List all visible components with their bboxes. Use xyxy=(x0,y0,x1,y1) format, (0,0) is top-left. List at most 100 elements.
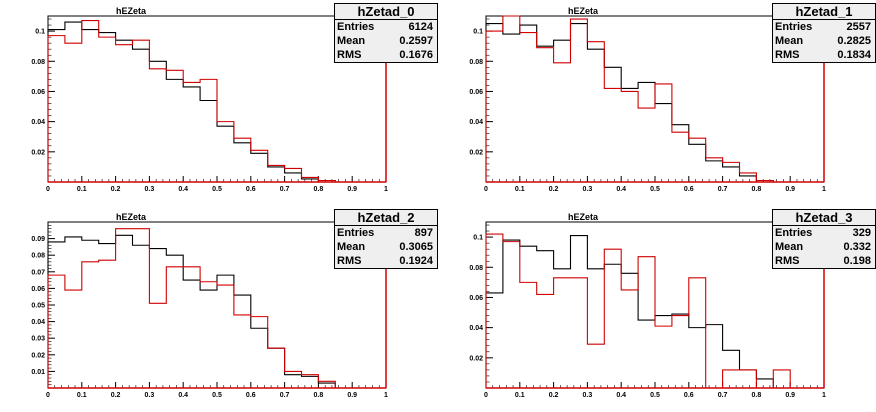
x-tick-label: 1 xyxy=(384,392,388,399)
y-tick-label: 0.1 xyxy=(35,29,45,36)
x-tick-label: 0 xyxy=(484,186,488,193)
y-tick-label: 0.07 xyxy=(31,269,45,276)
x-tick-label: 0.5 xyxy=(650,186,660,193)
stats-row-entries: Entries 6124 xyxy=(335,20,437,34)
x-tick-label: 0 xyxy=(46,186,50,193)
stats-row-rms: RMS 0.198 xyxy=(773,254,875,268)
x-tick-label: 0.7 xyxy=(718,186,728,193)
stats-label: Entries xyxy=(337,21,375,33)
pad-title: hEZeta xyxy=(116,212,147,222)
x-tick-label: 0.2 xyxy=(111,186,121,193)
histogram-series-red xyxy=(485,233,824,389)
stats-row-mean: Mean 0.3065 xyxy=(335,240,437,254)
x-tick-label: 0.7 xyxy=(280,392,290,399)
y-tick-label: 0.02 xyxy=(469,149,483,156)
x-tick-label: 0.1 xyxy=(515,392,525,399)
stats-box: hZetad_2 Entries 897 Mean 0.3065 RMS 0.1924 xyxy=(334,209,438,269)
x-tick-label: 0.4 xyxy=(178,186,188,193)
stats-row-mean: Mean 0.2825 xyxy=(773,34,875,48)
pad-title: hEZeta xyxy=(116,6,147,16)
plot-area: 0 0.1 0.2 0.3 0.4 0.5 0.6 0.7 0.8 0.9 1 0.01 0.02 0.0… xyxy=(31,221,388,399)
stats-row-rms: RMS 0.1834 xyxy=(773,48,875,62)
stats-box: hZetad_0 Entries 6124 Mean 0.2597 RMS 0.167… xyxy=(334,3,438,63)
x-tick-label: 0.7 xyxy=(718,392,728,399)
stats-row-rms: RMS 0.1676 xyxy=(335,48,437,62)
x-tick-label: 0.1 xyxy=(77,392,87,399)
stats-histogram-name: hZetad_2 xyxy=(335,210,437,226)
y-tick-label: 0.08 xyxy=(469,59,483,66)
y-tick-label: 0.04 xyxy=(31,119,45,126)
y-tick-label: 0.02 xyxy=(469,355,483,362)
x-tick-label: 0.8 xyxy=(752,186,762,193)
plot-area: 0 0.1 0.2 0.3 0.4 0.5 0.6 0.7 0.8 0.9 1 0.02 0.04 0.0… xyxy=(469,15,826,193)
x-tick-label: 0.9 xyxy=(347,392,357,399)
stats-value: 0.198 xyxy=(843,255,871,267)
stats-label: Mean xyxy=(337,35,366,47)
y-tick-label: 0.02 xyxy=(31,149,45,156)
stats-label: Mean xyxy=(775,35,804,47)
histogram-series-red xyxy=(47,19,386,183)
stats-value: 0.2825 xyxy=(837,35,871,47)
stats-value: 0.1676 xyxy=(399,49,433,61)
pad-title: hEZeta xyxy=(568,6,599,16)
x-tick-label: 0.9 xyxy=(347,186,357,193)
x-tick-label: 0.9 xyxy=(785,392,795,399)
x-tick-label: 0.5 xyxy=(212,392,222,399)
x-tick-label: 0.4 xyxy=(616,392,626,399)
y-tick-label: 0.06 xyxy=(469,89,483,96)
y-tick-label: 0.06 xyxy=(469,295,483,302)
stats-label: RMS xyxy=(775,255,800,267)
histogram-pad-3: hEZeta 0 0.1 0.2 0.3 0.4 0.5 0.6 0.7 0.8 0.9 1 0.02… xyxy=(438,206,876,412)
y-tick-label: 0.04 xyxy=(469,119,483,126)
x-tick-label: 0.1 xyxy=(77,186,87,193)
x-tick-label: 0.8 xyxy=(314,186,324,193)
stats-row-entries: Entries 897 xyxy=(335,226,437,240)
x-tick-label: 0.6 xyxy=(246,186,256,193)
x-tick-label: 0.2 xyxy=(111,392,121,399)
stats-label: Mean xyxy=(337,241,366,253)
x-tick-label: 0.3 xyxy=(145,186,155,193)
x-tick-label: 0.3 xyxy=(145,392,155,399)
y-tick-label: 0.05 xyxy=(31,303,45,310)
x-tick-label: 0.8 xyxy=(314,392,324,399)
stats-box: hZetad_1 Entries 2557 Mean 0.2825 RMS 0.183… xyxy=(772,3,876,63)
x-tick-label: 0.9 xyxy=(785,186,795,193)
stats-label: RMS xyxy=(337,255,362,267)
x-tick-label: 0.2 xyxy=(549,392,559,399)
y-tick-label: 0.09 xyxy=(31,236,45,243)
stats-row-mean: Mean 0.332 xyxy=(773,240,875,254)
y-tick-label: 0.04 xyxy=(31,319,45,326)
stats-label: Mean xyxy=(775,241,804,253)
x-tick-label: 0.6 xyxy=(684,392,694,399)
stats-value: 0.3065 xyxy=(399,241,433,253)
stats-value: 2557 xyxy=(846,21,871,33)
y-tick-label: 0.06 xyxy=(31,286,45,293)
stats-value: 329 xyxy=(852,227,871,239)
y-tick-label: 0.08 xyxy=(31,253,45,260)
pad-title: hEZeta xyxy=(568,212,599,222)
histogram-series-black xyxy=(47,234,386,389)
x-tick-label: 1 xyxy=(822,186,826,193)
histogram-series-red xyxy=(47,228,386,389)
y-tick-label: 0.1 xyxy=(473,29,483,36)
x-tick-label: 0.2 xyxy=(549,186,559,193)
y-tick-label: 0.08 xyxy=(469,265,483,272)
histogram-pad-0: hEZeta 0 0.1 0.2 0.3 0.4 0.5 0.6 0.7 0.8 0.9 1 0.02… xyxy=(0,0,438,206)
plot-area: 0 0.1 0.2 0.3 0.4 0.5 0.6 0.7 0.8 0.9 1 0.02 0.04 0.0… xyxy=(31,15,388,193)
stats-histogram-name: hZetad_1 xyxy=(773,4,875,20)
stats-row-entries: Entries 2557 xyxy=(773,20,875,34)
x-tick-label: 0.6 xyxy=(246,392,256,399)
stats-value: 0.1924 xyxy=(399,255,433,267)
y-tick-label: 0.03 xyxy=(31,336,45,343)
stats-row-mean: Mean 0.2597 xyxy=(335,34,437,48)
histogram-pad-1: hEZeta 0 0.1 0.2 0.3 0.4 0.5 0.6 0.7 0.8 0.9 1 0.02… xyxy=(438,0,876,206)
y-tick-label: 0.01 xyxy=(31,369,45,376)
stats-box: hZetad_3 Entries 329 Mean 0.332 RMS 0.198 xyxy=(772,209,876,269)
x-tick-label: 0 xyxy=(46,392,50,399)
stats-value: 897 xyxy=(414,227,433,239)
stats-label: Entries xyxy=(775,227,813,239)
stats-value: 6124 xyxy=(408,21,433,33)
stats-label: RMS xyxy=(337,49,362,61)
x-tick-label: 0.4 xyxy=(616,186,626,193)
x-tick-label: 0.3 xyxy=(583,186,593,193)
